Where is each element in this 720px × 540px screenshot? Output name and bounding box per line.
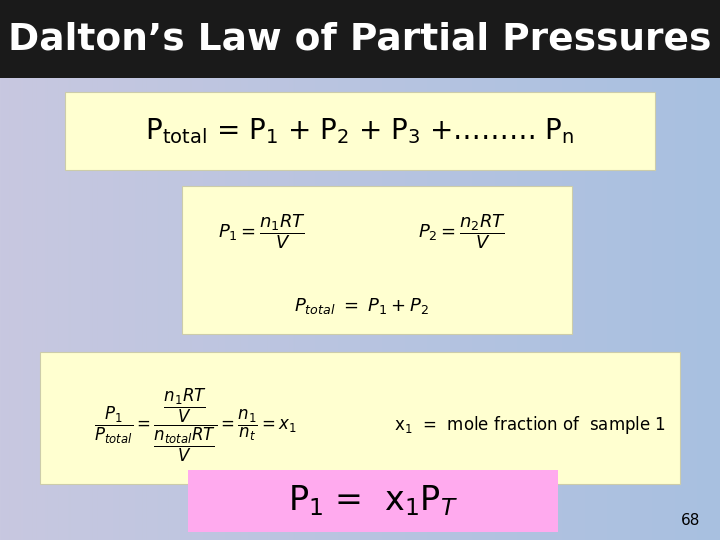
FancyBboxPatch shape (188, 470, 558, 532)
FancyBboxPatch shape (182, 186, 572, 334)
Text: P$_1$ =  x$_1$P$_T$: P$_1$ = x$_1$P$_T$ (288, 484, 458, 518)
Text: $P_{total}\ =\ P_1 + P_2$: $P_{total}\ =\ P_1 + P_2$ (294, 296, 430, 316)
FancyBboxPatch shape (40, 352, 680, 484)
Text: P$_{\mathsf{total}}$ = P$_{\mathsf{1}}$ + P$_{\mathsf{2}}$ + P$_{\mathsf{3}}$ +…: P$_{\mathsf{total}}$ = P$_{\mathsf{1}}$ … (145, 116, 575, 146)
Text: Dalton’s Law of Partial Pressures: Dalton’s Law of Partial Pressures (9, 21, 711, 57)
Text: x$_1$  =  mole fraction of  sample 1: x$_1$ = mole fraction of sample 1 (394, 414, 666, 436)
Text: 68: 68 (680, 513, 700, 528)
Text: $P_2 = \dfrac{n_2 RT}{V}$: $P_2 = \dfrac{n_2 RT}{V}$ (418, 213, 506, 251)
FancyBboxPatch shape (65, 92, 655, 170)
Text: $P_1 = \dfrac{n_1 RT}{V}$: $P_1 = \dfrac{n_1 RT}{V}$ (218, 213, 306, 251)
FancyBboxPatch shape (0, 0, 720, 78)
Text: $\dfrac{P_1}{P_{total}} = \dfrac{\dfrac{n_1 RT}{V}}{\dfrac{n_{total} RT}{V}} = \: $\dfrac{P_1}{P_{total}} = \dfrac{\dfrac{… (94, 386, 297, 464)
